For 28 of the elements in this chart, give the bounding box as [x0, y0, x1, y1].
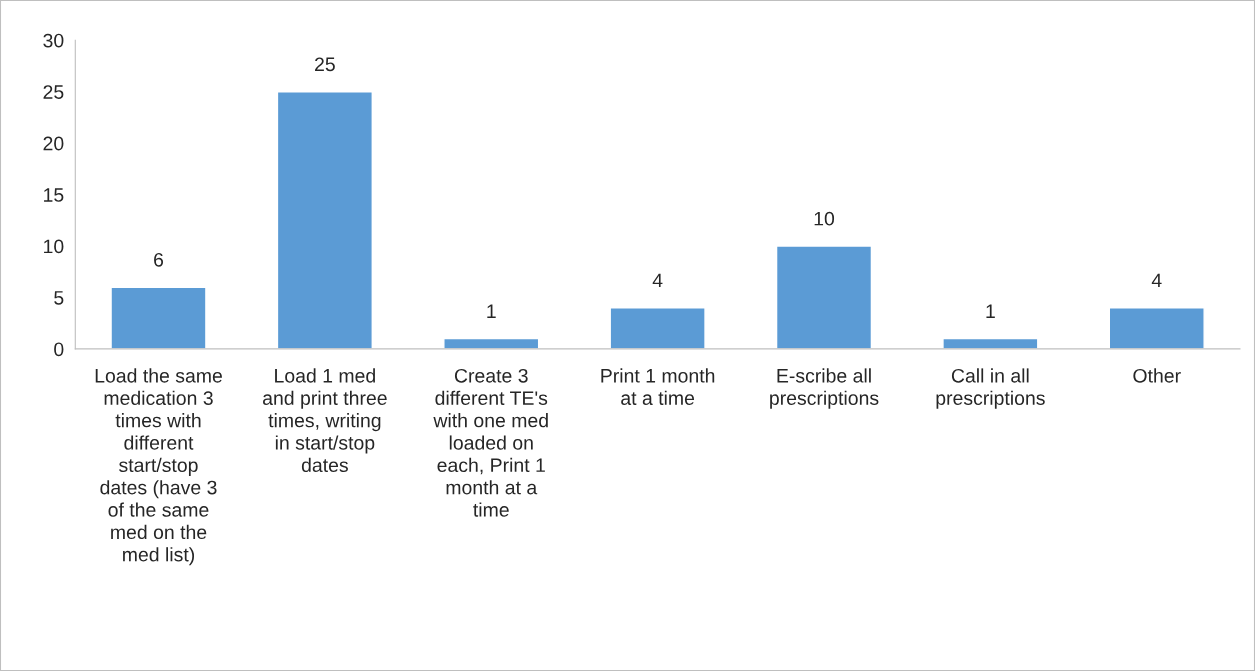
- data-label: 4: [1151, 273, 1162, 288]
- data-label: 4: [652, 273, 663, 288]
- y-tick-label: 25: [43, 85, 64, 99]
- x-tick-label: Print 1 month at a time: [601, 368, 715, 405]
- data-label: 6: [154, 252, 164, 267]
- x-tick-label: E-scribe all prescriptions: [770, 368, 879, 409]
- x-tick-label: Load 1 med and print three times, writing in start/stop dates: [263, 368, 387, 473]
- y-tick-label: 30: [43, 33, 64, 48]
- bar: [276, 91, 373, 349]
- y-tick-label: 10: [44, 239, 64, 254]
- y-tick-label: 15: [44, 188, 64, 202]
- data-label: 10: [814, 211, 835, 226]
- x-tick-label: Other: [1133, 368, 1181, 383]
- bar: [443, 337, 540, 349]
- y-tick-label: 5: [54, 291, 64, 305]
- category-label: Load the same medication 3 times with different start/stop dates (have 3 of the same med on the med list): [95, 368, 222, 566]
- x-tick-label: Create 3 different TE's with one med loaded on each, Print 1 month at a time: [433, 368, 548, 517]
- data-label: 1: [986, 304, 995, 318]
- bar: [942, 337, 1039, 349]
- bar: [1108, 307, 1205, 349]
- y-tick-label: 20: [43, 136, 64, 151]
- bar: [775, 245, 873, 349]
- data-label: 25: [315, 57, 335, 72]
- x-tick-label: Call in all prescriptions: [936, 368, 1045, 409]
- y-tick-label: 0: [54, 342, 64, 357]
- bar: [110, 286, 207, 349]
- bar: [609, 307, 706, 349]
- data-label: 1: [487, 304, 496, 318]
